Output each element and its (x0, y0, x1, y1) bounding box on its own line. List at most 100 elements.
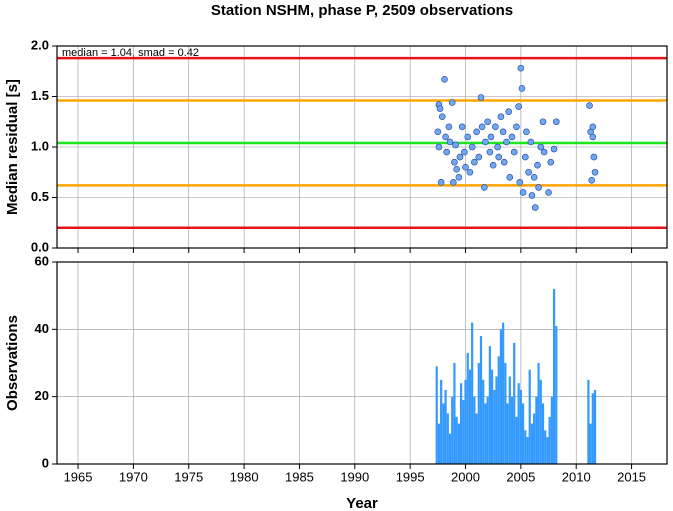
bar (455, 416, 458, 464)
point (519, 189, 527, 196)
bar (488, 346, 491, 464)
x-tick-label: 1970 (119, 469, 148, 484)
point (503, 138, 510, 146)
bar (444, 389, 447, 464)
bar (541, 403, 545, 464)
point (510, 148, 518, 156)
point (497, 113, 505, 120)
x-tick-label: 1990 (340, 469, 369, 484)
point (534, 161, 541, 169)
point (547, 158, 555, 166)
point (539, 118, 547, 126)
point (591, 168, 599, 176)
bar (479, 336, 483, 464)
bar (552, 288, 556, 464)
point (443, 148, 450, 156)
bar (482, 379, 485, 464)
y-axis-label: Observations (4, 315, 21, 411)
point (486, 148, 494, 156)
bar (448, 433, 452, 464)
point (473, 128, 480, 136)
point (471, 158, 478, 166)
point (438, 113, 446, 120)
bar (490, 369, 494, 464)
y-tick-label: 0.5 (31, 189, 49, 204)
y-tick-label: 60 (35, 253, 49, 268)
point (590, 153, 598, 161)
bar (530, 423, 534, 464)
bar (589, 423, 592, 464)
point (589, 123, 597, 131)
bar (466, 352, 469, 464)
x-tick-label: 1995 (396, 469, 425, 484)
point (528, 192, 536, 199)
y-tick-label: 40 (35, 321, 49, 336)
bar (517, 383, 520, 464)
bar (528, 369, 531, 464)
x-tick-label: 2000 (451, 469, 480, 484)
point (468, 143, 476, 151)
y-tick-label: 1.5 (31, 88, 49, 103)
point (475, 153, 483, 161)
bar (526, 437, 529, 464)
bar (502, 322, 505, 464)
bar (435, 366, 438, 464)
y-tick-label: 0 (42, 455, 49, 470)
point (523, 128, 530, 136)
bar (451, 396, 454, 464)
x-tick-label: 1965 (64, 469, 93, 484)
point (477, 94, 485, 101)
plot-frame (56, 261, 668, 465)
bar (524, 430, 527, 464)
point (589, 133, 597, 141)
point (525, 168, 532, 176)
point (537, 143, 545, 151)
point (484, 118, 491, 126)
point (450, 179, 457, 186)
point (531, 204, 539, 211)
bar (550, 396, 553, 464)
point (500, 158, 508, 166)
bar (462, 400, 465, 464)
point (445, 123, 453, 131)
bar (440, 379, 443, 464)
point (494, 143, 501, 151)
bar (446, 413, 449, 464)
bar (546, 437, 549, 464)
bar (484, 403, 487, 464)
point (505, 108, 512, 115)
point (487, 133, 495, 141)
x-tick-label: 1975 (174, 469, 203, 484)
point (464, 133, 472, 141)
x-axis-label: Year (346, 495, 378, 511)
x-tick-label: 1985 (285, 469, 314, 484)
bar (544, 430, 547, 464)
bar (486, 396, 489, 464)
bar (508, 376, 511, 464)
bar (453, 363, 456, 464)
point (495, 153, 503, 161)
point (506, 174, 514, 181)
point (540, 148, 548, 156)
point (515, 103, 522, 110)
point (478, 123, 486, 131)
point (436, 105, 444, 112)
point (527, 138, 535, 146)
x-tick-label: 2010 (562, 469, 591, 484)
point (442, 133, 449, 141)
bar (468, 369, 472, 464)
point (530, 174, 538, 181)
bar (555, 325, 558, 464)
point (452, 141, 459, 149)
point (453, 165, 460, 173)
bar (533, 413, 536, 464)
point (434, 128, 442, 136)
point (489, 161, 497, 169)
point (521, 153, 529, 161)
point (441, 76, 448, 83)
point (448, 99, 456, 106)
point (451, 158, 458, 166)
point (435, 143, 443, 151)
